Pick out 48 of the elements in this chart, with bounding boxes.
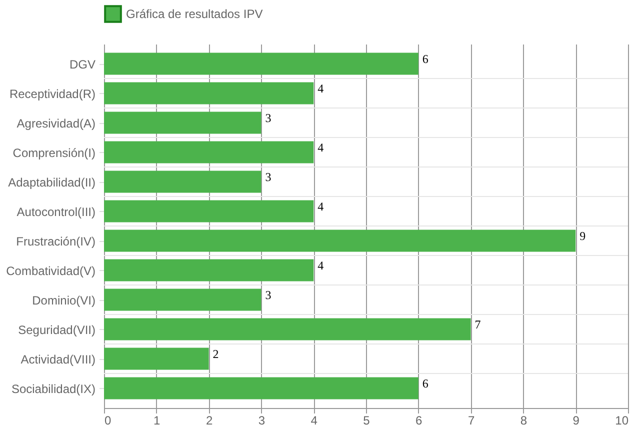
y-tick-label: Combatividad(V) [6, 264, 96, 278]
y-tick-label: Agresividad(A) [16, 116, 96, 130]
data-label: 3 [265, 170, 272, 184]
x-tick-label: 0 [104, 414, 112, 428]
x-tick-label: 3 [258, 414, 266, 428]
y-tick-label: Actividad(VIII) [20, 352, 96, 366]
x-tick-label: 7 [468, 414, 475, 428]
x-tick-label: 10 [615, 414, 629, 428]
data-label: 7 [474, 317, 481, 332]
bar [104, 112, 262, 134]
bar [104, 318, 471, 340]
y-tick-label: DGV [69, 57, 96, 72]
bar [104, 230, 576, 252]
data-label: 6 [422, 52, 428, 66]
x-tick-label: 4 [310, 414, 318, 428]
y-tick-label: Adaptabilidad(II) [8, 175, 96, 190]
x-tick-label: 8 [520, 414, 528, 428]
data-label: 3 [265, 288, 272, 302]
y-tick-label: Comprensión(I) [12, 146, 96, 160]
data-label: 4 [318, 140, 324, 154]
y-tick-label: Dominio(VI) [32, 293, 96, 308]
bar [104, 348, 209, 370]
y-tick-label: Sociabilidad(IX) [11, 382, 96, 396]
data-label: 9 [580, 228, 586, 243]
y-tick-label: Seguridad(VII) [18, 322, 96, 337]
x-tick-label: 2 [206, 414, 213, 428]
data-label: 4 [318, 81, 324, 96]
data-label: 4 [318, 258, 324, 272]
bar [104, 141, 314, 164]
x-tick-label: 5 [363, 414, 370, 428]
bar [104, 200, 314, 222]
bar [104, 377, 418, 400]
data-label: 6 [422, 376, 428, 390]
data-label: 4 [318, 199, 324, 214]
x-tick-label: 1 [154, 414, 161, 428]
x-tick-label: 6 [416, 414, 423, 428]
x-tick-label: 9 [572, 414, 580, 428]
y-tick-label: Frustración(IV) [16, 234, 96, 248]
y-tick-label: Autocontrol(III) [16, 204, 96, 219]
data-label: 3 [265, 110, 272, 125]
y-tick-label: Receptividad(R) [9, 86, 96, 101]
bar [104, 170, 262, 193]
bar [104, 259, 314, 282]
data-label: 2 [212, 346, 219, 361]
bar [104, 288, 262, 311]
legend-label: Gráfica de resultados IPV [126, 7, 263, 21]
bar [104, 52, 418, 75]
bar [104, 82, 314, 104]
